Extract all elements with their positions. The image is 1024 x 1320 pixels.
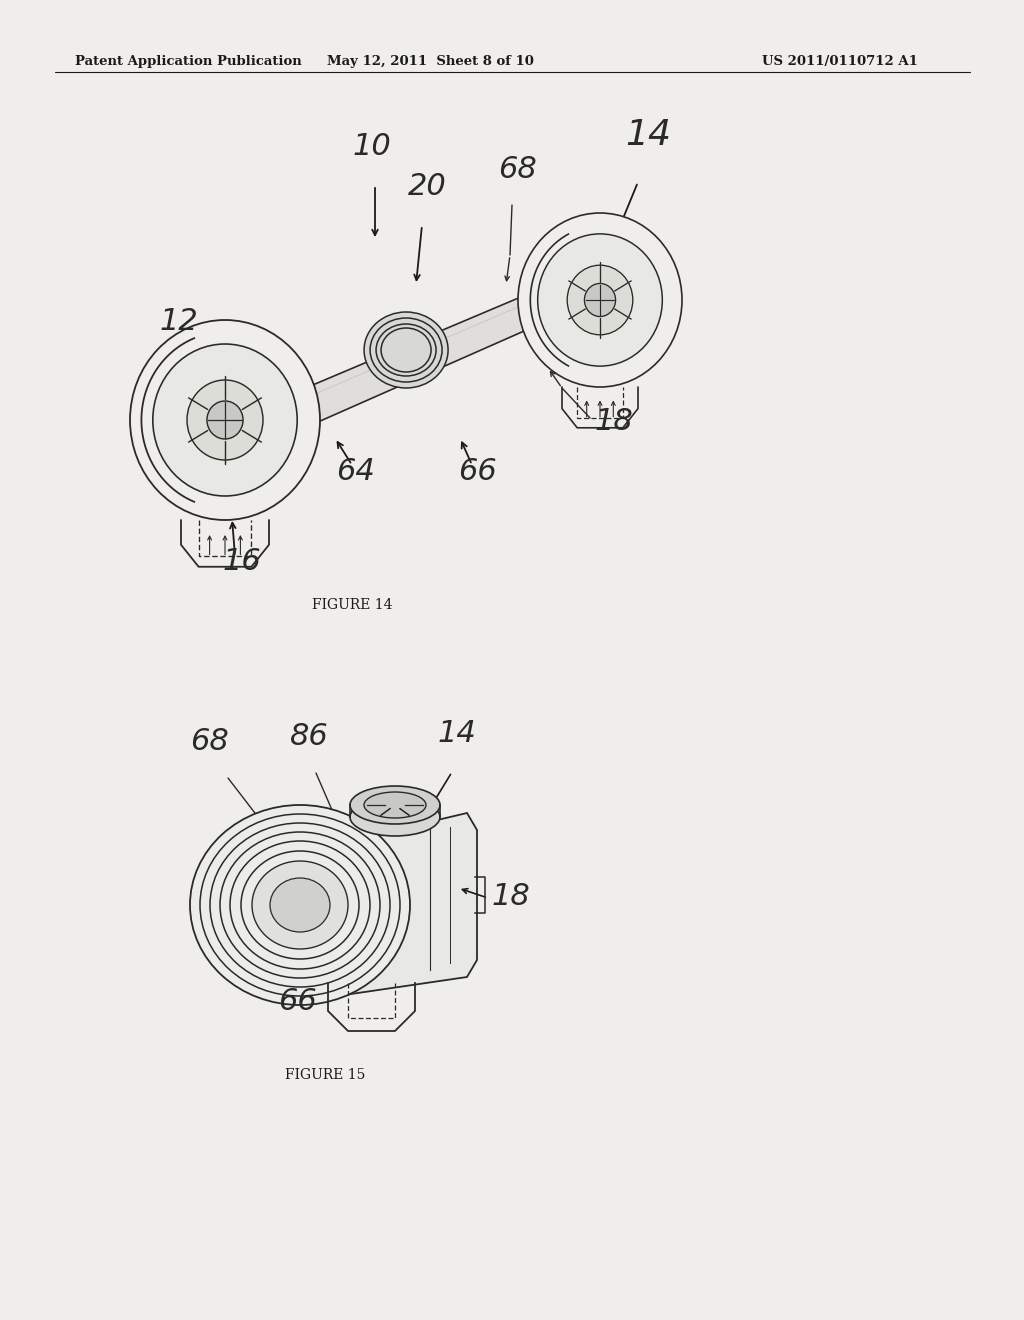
Ellipse shape — [130, 319, 319, 520]
Ellipse shape — [518, 213, 682, 387]
Text: 68: 68 — [498, 154, 537, 183]
Text: 66: 66 — [278, 987, 316, 1016]
Polygon shape — [278, 282, 555, 440]
Ellipse shape — [220, 832, 380, 978]
Text: 10: 10 — [353, 132, 392, 161]
Ellipse shape — [364, 792, 426, 818]
Polygon shape — [310, 810, 477, 1001]
Ellipse shape — [153, 345, 297, 496]
Text: Patent Application Publication: Patent Application Publication — [75, 55, 302, 69]
Ellipse shape — [187, 380, 263, 459]
Ellipse shape — [350, 799, 440, 836]
Ellipse shape — [210, 822, 390, 987]
Ellipse shape — [270, 878, 330, 932]
Ellipse shape — [230, 841, 370, 969]
Ellipse shape — [538, 234, 663, 366]
Ellipse shape — [241, 851, 359, 960]
Text: US 2011/0110712 A1: US 2011/0110712 A1 — [762, 55, 918, 69]
Text: May 12, 2011  Sheet 8 of 10: May 12, 2011 Sheet 8 of 10 — [327, 55, 534, 69]
Text: 66: 66 — [458, 457, 497, 486]
Ellipse shape — [200, 814, 400, 997]
Text: 16: 16 — [223, 546, 262, 576]
Text: 14: 14 — [438, 719, 477, 748]
Text: 64: 64 — [336, 457, 375, 486]
Text: 14: 14 — [625, 117, 671, 152]
Text: 86: 86 — [290, 722, 329, 751]
Text: 20: 20 — [408, 172, 446, 201]
Ellipse shape — [567, 265, 633, 335]
Text: FIGURE 15: FIGURE 15 — [285, 1068, 365, 1082]
Ellipse shape — [252, 861, 348, 949]
Text: 18: 18 — [595, 407, 634, 436]
Text: FIGURE 14: FIGURE 14 — [312, 598, 393, 612]
Text: 18: 18 — [492, 882, 530, 911]
Ellipse shape — [207, 401, 243, 440]
Ellipse shape — [585, 284, 615, 317]
Ellipse shape — [365, 312, 449, 388]
Ellipse shape — [190, 805, 410, 1005]
Ellipse shape — [350, 785, 440, 824]
Text: 12: 12 — [160, 308, 199, 337]
Text: 68: 68 — [190, 727, 228, 756]
